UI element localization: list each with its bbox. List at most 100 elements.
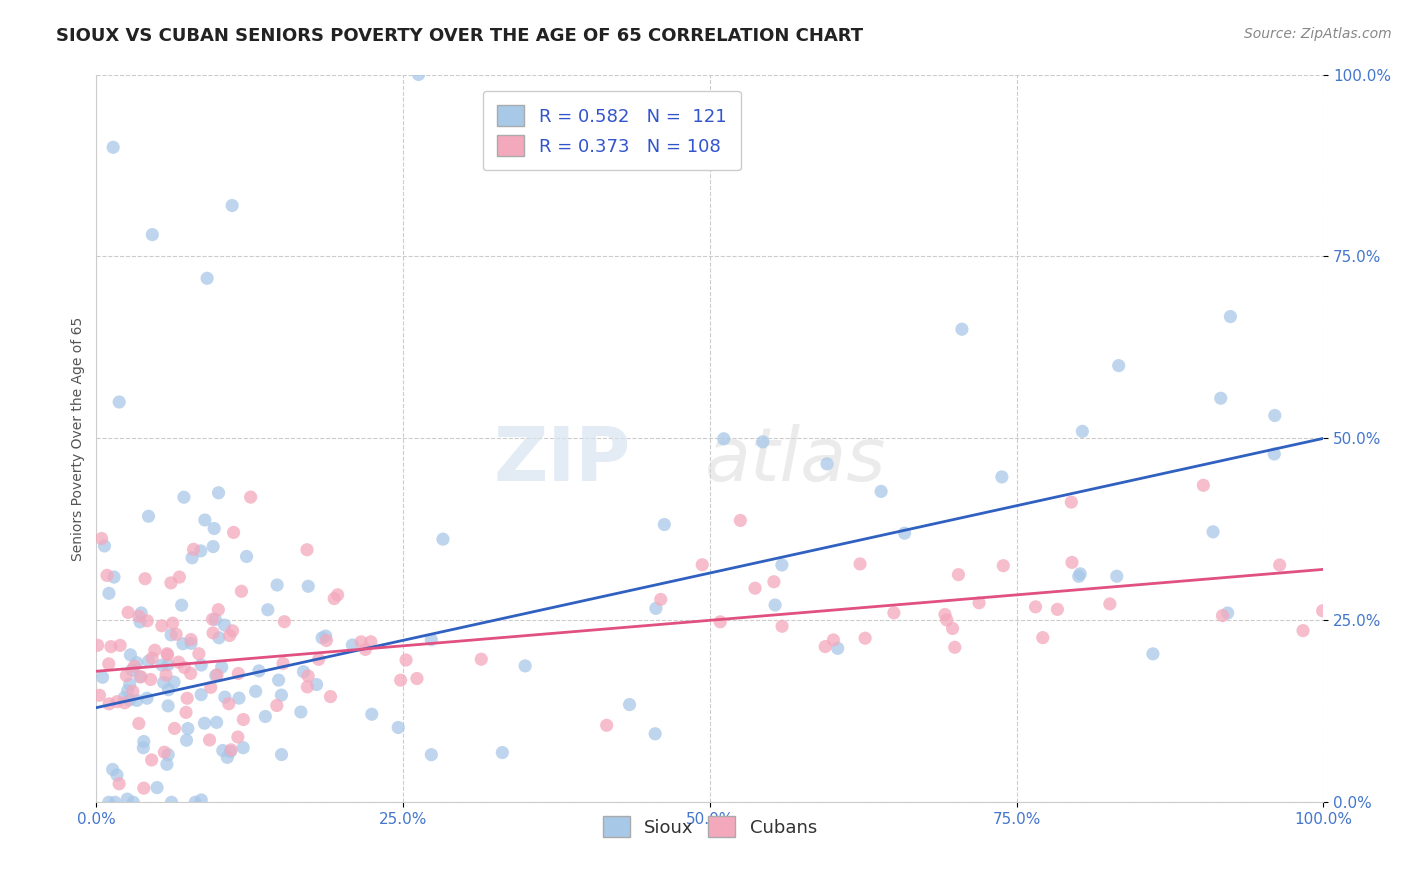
Point [827, 641, 849, 656]
Point [266, 578, 288, 592]
Point [101, 140, 124, 154]
Point [157, 698, 180, 713]
Point [408, 68, 430, 82]
Point [221, 624, 243, 638]
Point [180, 666, 202, 681]
Point [226, 730, 249, 744]
Point [202, 626, 225, 640]
Point [815, 457, 838, 471]
Point [167, 655, 190, 669]
Legend: Sioux, Cubans: Sioux, Cubans [596, 809, 824, 844]
Point [190, 544, 212, 558]
Point [190, 658, 212, 673]
Point [1312, 604, 1334, 618]
Point [97, 795, 120, 809]
Point [217, 750, 239, 764]
Point [360, 707, 382, 722]
Point [150, 619, 173, 633]
Point [190, 688, 212, 702]
Point [823, 632, 845, 647]
Point [650, 592, 672, 607]
Point [190, 793, 212, 807]
Point [256, 603, 278, 617]
Point [231, 584, 253, 599]
Point [205, 715, 228, 730]
Point [181, 550, 204, 565]
Point [108, 639, 131, 653]
Point [420, 747, 443, 762]
Point [105, 695, 128, 709]
Point [121, 663, 143, 677]
Point [319, 690, 342, 704]
Point [644, 601, 666, 615]
Point [342, 638, 364, 652]
Point [141, 227, 163, 242]
Point [211, 743, 233, 757]
Point [595, 718, 617, 732]
Point [1060, 495, 1083, 509]
Point [163, 722, 186, 736]
Point [204, 668, 226, 682]
Y-axis label: Seniors Poverty Over the Age of 65: Seniors Poverty Over the Age of 65 [72, 317, 86, 560]
Point [763, 598, 786, 612]
Text: ZIP: ZIP [494, 424, 631, 497]
Point [315, 629, 337, 643]
Point [214, 690, 236, 705]
Point [177, 722, 200, 736]
Point [128, 716, 150, 731]
Point [295, 542, 318, 557]
Point [96, 568, 118, 582]
Point [115, 668, 138, 682]
Point [207, 603, 229, 617]
Point [273, 615, 295, 629]
Point [207, 485, 229, 500]
Point [117, 606, 139, 620]
Point [292, 665, 315, 679]
Point [183, 542, 205, 557]
Point [156, 647, 179, 661]
Point [515, 659, 537, 673]
Point [136, 614, 159, 628]
Point [235, 549, 257, 564]
Point [232, 713, 254, 727]
Point [1108, 359, 1130, 373]
Point [100, 640, 122, 654]
Point [270, 688, 292, 702]
Point [132, 734, 155, 748]
Point [644, 727, 666, 741]
Point [315, 633, 337, 648]
Point [146, 780, 169, 795]
Point [122, 659, 145, 673]
Point [187, 647, 209, 661]
Point [97, 657, 120, 671]
Point [1209, 391, 1232, 405]
Point [709, 615, 731, 629]
Point [744, 581, 766, 595]
Point [155, 668, 177, 682]
Point [129, 606, 152, 620]
Point [1060, 555, 1083, 569]
Point [267, 673, 290, 687]
Point [323, 591, 346, 606]
Point [176, 691, 198, 706]
Point [1202, 524, 1225, 539]
Point [152, 675, 174, 690]
Point [121, 684, 143, 698]
Point [132, 781, 155, 796]
Point [308, 652, 330, 666]
Point [297, 680, 319, 694]
Point [1219, 310, 1241, 324]
Point [991, 470, 1014, 484]
Point [893, 526, 915, 541]
Point [129, 615, 152, 629]
Point [180, 636, 202, 650]
Point [174, 706, 197, 720]
Point [950, 322, 973, 336]
Point [730, 513, 752, 527]
Point [1264, 409, 1286, 423]
Point [1069, 566, 1091, 581]
Point [108, 395, 131, 409]
Point [163, 675, 186, 690]
Point [350, 635, 373, 649]
Point [247, 664, 270, 678]
